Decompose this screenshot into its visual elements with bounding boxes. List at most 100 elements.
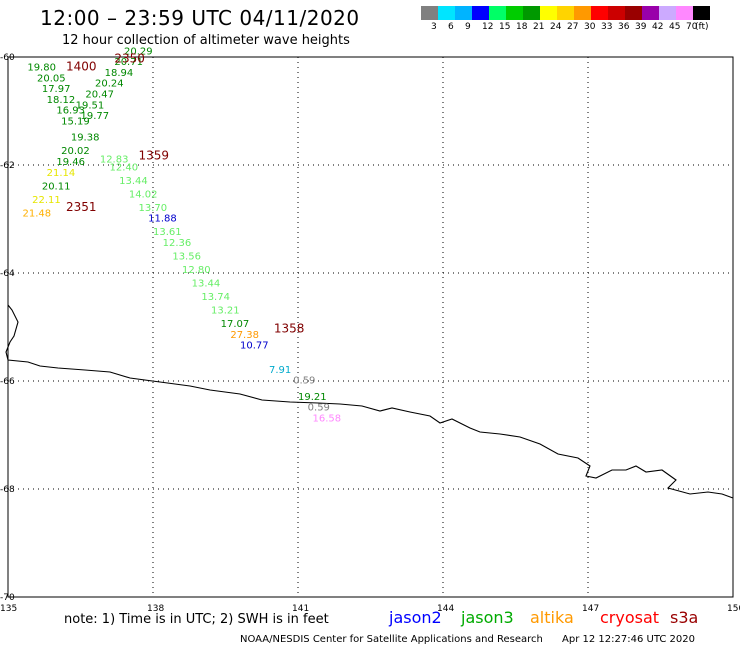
wave-height-label: 20.47 bbox=[85, 90, 114, 101]
legend-entry-jason3: jason3 bbox=[461, 608, 514, 627]
color-scale-label: 24 bbox=[550, 22, 562, 32]
color-swatch bbox=[455, 6, 472, 20]
latitude-tick-label: -66 bbox=[0, 377, 15, 387]
wave-height-label: 17.97 bbox=[42, 84, 71, 95]
wave-height-label: 13.70 bbox=[139, 203, 168, 214]
longitude-tick-label: 138 bbox=[147, 604, 164, 614]
map-subtitle: 12 hour collection of altimeter wave hei… bbox=[62, 33, 350, 48]
coastline bbox=[5, 304, 734, 499]
wave-height-label: 27.38 bbox=[230, 330, 259, 341]
map-title: 12:00 – 23:59 UTC 04/11/2020 bbox=[40, 6, 360, 30]
color-scale-label: 18 bbox=[516, 22, 528, 32]
credit-line: NOAA/NESDIS Center for Satellite Applica… bbox=[240, 634, 695, 645]
wave-height-label: 19.80 bbox=[27, 63, 56, 74]
pass-time-label: 2351 bbox=[66, 200, 97, 214]
color-swatch bbox=[489, 6, 506, 20]
wave-height-label: 13.61 bbox=[153, 227, 182, 238]
color-swatch bbox=[659, 6, 676, 20]
wave-height-label: 13.74 bbox=[201, 292, 230, 303]
wave-height-label: 19.21 bbox=[298, 392, 327, 403]
legend-entry-cryosat: cryosat bbox=[600, 608, 660, 627]
color-scale-label: 15 bbox=[499, 22, 511, 32]
wave-height-label: 10.77 bbox=[240, 341, 269, 352]
wave-height-label: 18.12 bbox=[47, 95, 76, 106]
latitude-tick-label: -70 bbox=[0, 593, 15, 603]
wave-height-label: 19.77 bbox=[81, 111, 110, 122]
legend-entry-s3a: s3a bbox=[670, 608, 699, 627]
wave-height-label: 0.59 bbox=[308, 403, 330, 414]
wave-height-label: 14.02 bbox=[129, 189, 158, 200]
map-frame bbox=[7, 56, 734, 598]
color-scale-label: 39 bbox=[635, 22, 647, 32]
color-scale-label: 12 bbox=[482, 22, 494, 32]
longitude-tick-label: 141 bbox=[292, 604, 309, 614]
wave-height-label: 20.71 bbox=[114, 57, 143, 68]
wave-height-label: 13.44 bbox=[192, 279, 221, 290]
color-scale-label: 30 bbox=[584, 22, 596, 32]
color-swatch bbox=[438, 6, 455, 20]
color-scale-label: 3 bbox=[431, 22, 437, 32]
legend-entry-altika: altika bbox=[530, 608, 574, 627]
wave-height-label: 13.56 bbox=[172, 252, 201, 263]
wave-height-label: 12.83 bbox=[100, 154, 129, 165]
wave-height-label: 18.94 bbox=[105, 68, 134, 79]
wave-height-label: 19.51 bbox=[76, 100, 105, 111]
color-scale-label: 21 bbox=[533, 22, 545, 32]
color-scale-label: 6 bbox=[448, 22, 454, 32]
wave-height-label: 13.44 bbox=[119, 176, 148, 187]
color-swatch bbox=[625, 6, 642, 20]
wave-height-label: 15.19 bbox=[61, 117, 90, 128]
longitude-tick-label: 147 bbox=[582, 604, 599, 614]
footer-note: note: 1) Time is in UTC; 2) SWH is in fe… bbox=[64, 612, 329, 627]
latitude-tick-label: -68 bbox=[0, 485, 15, 495]
color-scale-label: 70 bbox=[686, 22, 698, 32]
wave-height-label: 11.88 bbox=[148, 214, 177, 225]
latitude-tick-label: -60 bbox=[0, 53, 15, 63]
credit-text: NOAA/NESDIS Center for Satellite Applica… bbox=[240, 634, 543, 645]
color-swatch bbox=[591, 6, 608, 20]
color-scale-label: 45 bbox=[669, 22, 681, 32]
color-swatch bbox=[540, 6, 557, 20]
wave-height-label: 21.14 bbox=[47, 168, 76, 179]
longitude-tick-label: 150 bbox=[727, 604, 740, 614]
wave-height-label: 0.59 bbox=[293, 376, 315, 387]
wave-height-label: 20.29 bbox=[124, 46, 153, 57]
pass-time-label: 2350 bbox=[114, 51, 145, 65]
wave-height-label: 19.38 bbox=[71, 133, 100, 144]
longitude-tick-label: 135 bbox=[0, 604, 17, 614]
color-swatch bbox=[557, 6, 574, 20]
wave-height-label: 16.58 bbox=[313, 414, 342, 425]
latitude-tick-label: -64 bbox=[0, 269, 15, 279]
color-scale-label: 9 bbox=[465, 22, 471, 32]
wave-height-label: 20.02 bbox=[61, 146, 90, 157]
color-scale-bar bbox=[421, 6, 710, 20]
color-scale-label: 33 bbox=[601, 22, 613, 32]
wave-height-label: 12.36 bbox=[163, 238, 192, 249]
color-scale-label: 36 bbox=[618, 22, 630, 32]
pass-time-label: 1358 bbox=[274, 321, 305, 335]
color-swatch bbox=[676, 6, 693, 20]
wave-height-label: 12.40 bbox=[110, 162, 139, 173]
latitude-tick-label: -62 bbox=[0, 161, 15, 171]
color-swatch bbox=[608, 6, 625, 20]
color-swatch bbox=[472, 6, 489, 20]
color-swatch bbox=[421, 6, 438, 20]
color-swatch bbox=[506, 6, 523, 20]
wave-height-label: 13.21 bbox=[211, 306, 240, 317]
color-swatch bbox=[574, 6, 591, 20]
pass-time-label: 1359 bbox=[139, 149, 170, 163]
wave-height-label: 12.80 bbox=[182, 265, 211, 276]
generated-timestamp: Apr 12 12:27:46 UTC 2020 bbox=[562, 634, 695, 645]
color-swatch bbox=[523, 6, 540, 20]
color-scale-label: 42 bbox=[652, 22, 664, 32]
color-swatch bbox=[642, 6, 659, 20]
pass-time-label: 1400 bbox=[66, 60, 97, 74]
color-swatch bbox=[693, 6, 710, 20]
color-scale-label: (ft) bbox=[695, 22, 709, 32]
wave-height-label: 17.07 bbox=[221, 319, 250, 330]
wave-height-label: 20.05 bbox=[37, 73, 66, 84]
color-scale-label: 27 bbox=[567, 22, 579, 32]
longitude-tick-label: 144 bbox=[437, 604, 454, 614]
wave-height-label: 7.91 bbox=[269, 365, 291, 376]
